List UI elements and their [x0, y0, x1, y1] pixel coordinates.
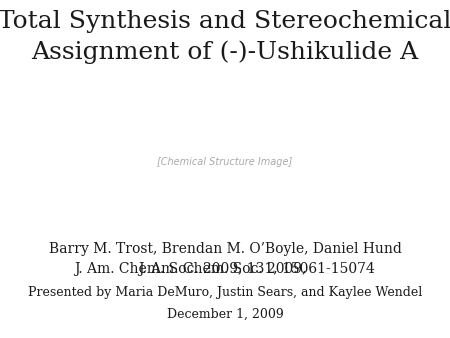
Text: Assignment of (-)-Ushikulide A: Assignment of (-)-Ushikulide A [32, 41, 419, 64]
Text: J. Am. Chem. Soc. 2009, 131, 15061-15074: J. Am. Chem. Soc. 2009, 131, 15061-15074 [75, 262, 375, 276]
Text: [Chemical Structure Image]: [Chemical Structure Image] [158, 157, 292, 167]
Text: Barry M. Trost, Brendan M. O’Boyle, Daniel Hund: Barry M. Trost, Brendan M. O’Boyle, Dani… [49, 242, 401, 256]
Text: Total Synthesis and Stereochemical: Total Synthesis and Stereochemical [0, 10, 450, 33]
Text: J. Am. Chem. Soc. 2009,: J. Am. Chem. Soc. 2009, [139, 262, 311, 276]
Text: December 1, 2009: December 1, 2009 [166, 308, 284, 320]
Text: Presented by Maria DeMuro, Justin Sears, and Kaylee Wendel: Presented by Maria DeMuro, Justin Sears,… [28, 286, 422, 298]
